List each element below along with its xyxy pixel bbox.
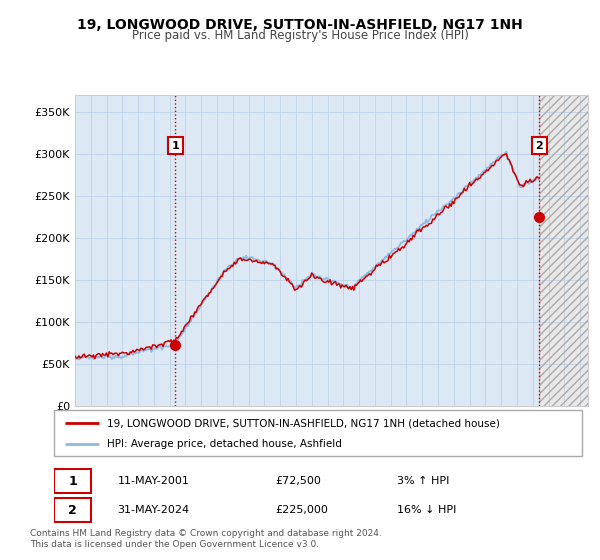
FancyBboxPatch shape bbox=[54, 498, 91, 522]
Text: 1: 1 bbox=[68, 474, 77, 488]
Text: 3% ↑ HPI: 3% ↑ HPI bbox=[397, 476, 449, 486]
Text: 16% ↓ HPI: 16% ↓ HPI bbox=[397, 505, 457, 515]
Text: 31-MAY-2024: 31-MAY-2024 bbox=[118, 505, 190, 515]
Text: 19, LONGWOOD DRIVE, SUTTON-IN-ASHFIELD, NG17 1NH: 19, LONGWOOD DRIVE, SUTTON-IN-ASHFIELD, … bbox=[77, 18, 523, 32]
Text: 11-MAY-2001: 11-MAY-2001 bbox=[118, 476, 189, 486]
Text: Price paid vs. HM Land Registry's House Price Index (HPI): Price paid vs. HM Land Registry's House … bbox=[131, 29, 469, 42]
Text: HPI: Average price, detached house, Ashfield: HPI: Average price, detached house, Ashf… bbox=[107, 438, 341, 449]
Text: 2: 2 bbox=[536, 141, 543, 151]
Bar bbox=[539, 95, 588, 406]
Text: 2: 2 bbox=[68, 503, 77, 517]
Text: £225,000: £225,000 bbox=[276, 505, 329, 515]
Text: Contains HM Land Registry data © Crown copyright and database right 2024.
This d: Contains HM Land Registry data © Crown c… bbox=[30, 529, 382, 549]
FancyBboxPatch shape bbox=[54, 469, 91, 493]
Text: 1: 1 bbox=[172, 141, 179, 151]
Bar bbox=[539, 95, 588, 406]
Text: £72,500: £72,500 bbox=[276, 476, 322, 486]
Text: 19, LONGWOOD DRIVE, SUTTON-IN-ASHFIELD, NG17 1NH (detached house): 19, LONGWOOD DRIVE, SUTTON-IN-ASHFIELD, … bbox=[107, 418, 500, 428]
FancyBboxPatch shape bbox=[54, 410, 582, 456]
